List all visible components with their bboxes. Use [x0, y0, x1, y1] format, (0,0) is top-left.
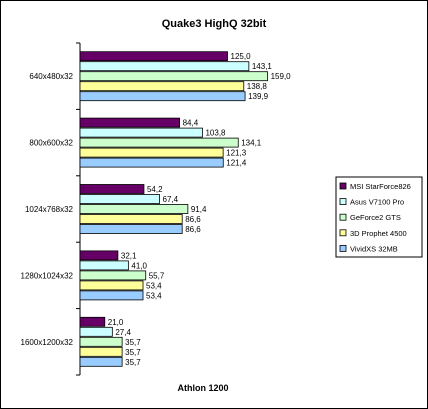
data-label: 35,7: [125, 348, 141, 357]
legend-box: [335, 176, 423, 258]
data-label: 21,0: [108, 318, 124, 327]
bar: [79, 290, 144, 301]
data-label: 35,7: [125, 338, 141, 347]
chart-title: Quake3 HighQ 32bit: [162, 18, 267, 30]
data-label: 121,4: [226, 159, 247, 168]
bar: [79, 91, 246, 102]
bar: [79, 270, 147, 281]
legend-swatch: [339, 182, 347, 190]
data-label: 54,2: [147, 185, 163, 194]
data-label: 53,4: [146, 291, 162, 300]
bar: [79, 81, 245, 92]
bar: [79, 326, 113, 337]
bar: [79, 214, 183, 224]
bar: [79, 51, 228, 62]
data-label: 55,7: [149, 271, 165, 280]
bar: [79, 137, 239, 148]
x-axis-label: Athlon 1200: [177, 383, 228, 393]
data-label: 67,4: [163, 195, 179, 204]
data-label: 41,0: [131, 261, 147, 270]
data-label: 138,8: [247, 82, 268, 91]
legend-entry: GeForce2 GTS: [350, 213, 401, 222]
bar: [79, 127, 203, 138]
data-label: 134,1: [241, 139, 262, 148]
data-label: 27,4: [115, 328, 131, 337]
data-label: 86,6: [185, 225, 201, 234]
bar: [79, 204, 189, 214]
data-label: 143,1: [252, 62, 273, 71]
bar: [79, 157, 224, 168]
bar: [79, 250, 119, 261]
category-label: 800x600x32: [29, 139, 73, 148]
bar: [79, 194, 160, 204]
data-label: 91,4: [191, 205, 207, 214]
bar: [79, 260, 129, 271]
bar: [79, 61, 250, 72]
bar: [79, 71, 269, 82]
legend: MSI StarForce826 Asus V7100 Pro GeForce2 G…: [335, 176, 423, 258]
legend-entry: 3D Prophet 4500: [350, 229, 407, 238]
bar: [79, 224, 183, 234]
bar: [79, 117, 180, 128]
legend-swatch: [339, 198, 347, 206]
data-label: 121,3: [226, 149, 247, 158]
bar: [79, 184, 145, 194]
data-label: 84,4: [183, 119, 199, 128]
bar: [79, 356, 123, 367]
data-label: 53,4: [146, 281, 162, 290]
category-label: 1600x1200x32: [21, 338, 74, 347]
legend-swatch: [339, 244, 347, 252]
category-label: 1280x1024x32: [21, 271, 74, 280]
data-label: 103,8: [205, 129, 226, 138]
data-label: 159,0: [271, 72, 292, 81]
data-label: 35,7: [125, 358, 141, 367]
data-label: 139,9: [248, 92, 269, 101]
category-label: 640x480x32: [29, 72, 73, 81]
legend-swatch: [339, 229, 347, 237]
legend-entry: MSI StarForce826: [350, 182, 411, 191]
data-label: 125,0: [231, 52, 252, 61]
bar: [79, 346, 123, 357]
legend-swatch: [339, 213, 347, 221]
bar: [79, 316, 106, 327]
bar: [79, 336, 123, 347]
legend-entry: Asus V7100 Pro: [350, 198, 404, 207]
category-label: 1024x768x32: [25, 205, 74, 214]
data-label: 86,6: [185, 215, 201, 224]
bar: [79, 280, 144, 291]
data-label: 32,1: [121, 251, 137, 260]
legend-entry: VividXS 32MB: [350, 244, 398, 253]
bar: [79, 147, 224, 158]
